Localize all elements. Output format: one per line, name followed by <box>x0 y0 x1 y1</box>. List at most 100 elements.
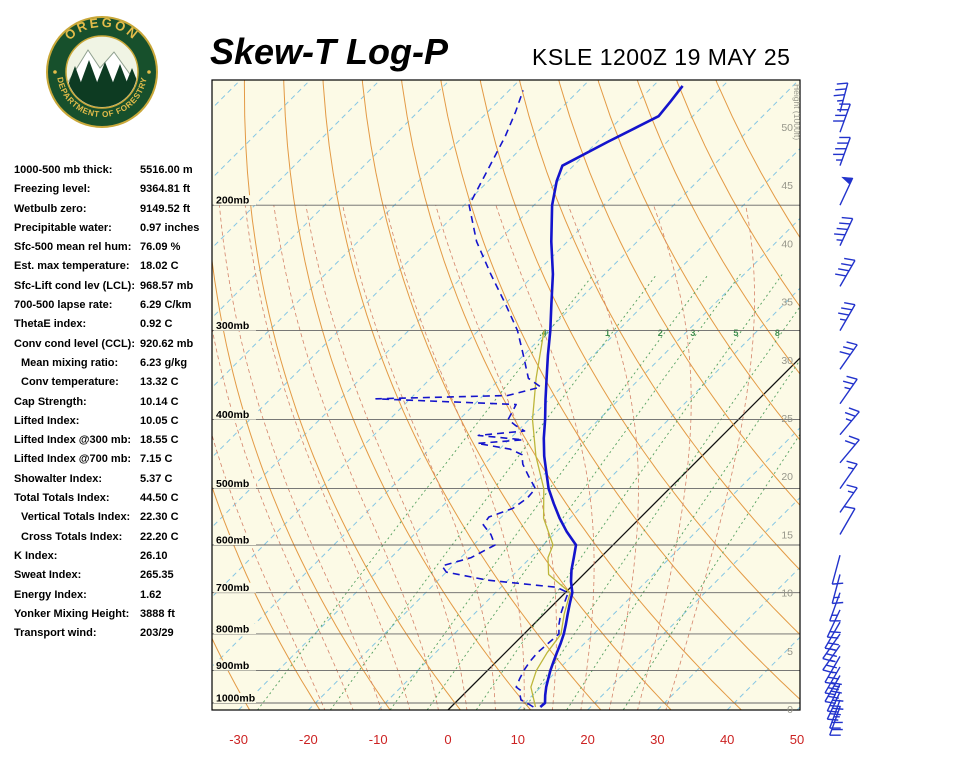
wind-barb-feather <box>827 695 839 699</box>
wind-barb <box>838 302 856 331</box>
index-label: Precipitable water: <box>14 221 112 234</box>
index-row: Transport wind: 203/29 <box>14 627 220 646</box>
isotherm-line <box>212 80 241 110</box>
wind-barb-staff <box>839 82 849 113</box>
pressure-label-bg <box>214 409 256 420</box>
wind-barb-feather <box>824 692 836 696</box>
mixing-ratio-label: 3 <box>690 328 695 338</box>
wind-barb-halffeather <box>847 490 854 494</box>
wind-barb-staff <box>839 304 856 331</box>
height-axis-title: Height (1000ft) <box>792 84 802 140</box>
wind-barb-feather <box>827 642 839 646</box>
index-label: Conv temperature: <box>21 376 119 389</box>
wind-barb-halffeather <box>833 596 840 599</box>
indices-panel: 1000-500 mb thick: 5516.00 m Freezing leve… <box>14 164 220 646</box>
wind-barb <box>835 257 856 287</box>
x-axis-label: -10 <box>369 732 388 747</box>
height-tick-label: 35 <box>781 297 793 309</box>
index-label: Cross Totals Index: <box>21 530 123 543</box>
moist-adiabat-line <box>385 205 525 710</box>
plot-frame <box>211 79 801 711</box>
pressure-label: 800mb <box>216 623 249 635</box>
pressure-label-bg <box>214 660 256 671</box>
pressure-label-bg <box>214 582 256 593</box>
wind-barb <box>839 341 858 370</box>
wind-barb-staff <box>839 260 856 287</box>
logo-star-right <box>147 70 151 74</box>
wind-barb-feather <box>829 630 841 634</box>
isotherm-line <box>212 80 520 389</box>
station-datetime: KSLE 1200Z 19 MAY 25 <box>532 44 791 70</box>
height-tick-label: 30 <box>781 355 793 367</box>
index-value: 7.15 C <box>140 453 173 466</box>
index-value: 6.23 g/kg <box>140 356 188 369</box>
wind-barb-feather <box>846 341 858 346</box>
wind-barb-feather <box>848 407 860 413</box>
index-row: Lifted Index @300 mb: 18.55 C <box>14 434 220 453</box>
wind-barb-feather <box>827 636 839 639</box>
wind-barb <box>833 82 849 113</box>
wind-barb-feather <box>826 652 838 658</box>
wind-barb-feather <box>839 351 851 356</box>
height-tick-label: 5 <box>787 646 793 658</box>
dry-adiabat-line <box>558 80 800 506</box>
index-row: 700-500 lapse rate: 6.29 C/km <box>14 299 220 318</box>
wind-barb <box>826 609 841 639</box>
mixing-ratio-line <box>523 305 800 710</box>
wind-barb-halffeather <box>836 239 843 241</box>
index-label: Total Totals Index: <box>14 492 110 505</box>
wind-barb-staff <box>824 666 841 694</box>
index-value: 6.29 C/km <box>140 299 192 312</box>
odf-logo-svg: OREGON DEPARTMENT OF FORESTRY <box>46 15 158 128</box>
wind-barb-feather <box>842 380 854 385</box>
index-value: 44.50 C <box>140 492 179 505</box>
logo-tree <box>67 66 83 88</box>
wind-barb-staff <box>839 508 856 535</box>
wind-barb-feather <box>824 647 836 651</box>
wind-barb-feather <box>844 302 856 306</box>
pressure-label-bg <box>214 320 256 331</box>
wind-barb-halffeather <box>844 386 851 390</box>
height-tick-label: 15 <box>781 529 793 541</box>
wind-barb-feather <box>827 676 839 680</box>
dewpoint-trace <box>375 90 569 708</box>
wind-barb-feather <box>838 268 850 272</box>
mixing-ratio-label: 2 <box>658 328 663 338</box>
index-label: Wetbulb zero: <box>14 202 87 215</box>
wind-barb-staff <box>824 621 841 649</box>
isotherm-line <box>377 287 800 710</box>
index-label: Vertical Totals Index: <box>21 511 131 524</box>
wind-barb-feather <box>839 222 851 225</box>
x-axis-label: 0 <box>444 732 451 747</box>
index-value: 22.30 C <box>140 511 179 524</box>
height-tick-label: 45 <box>781 180 793 192</box>
mixing-ratio-label: 8 <box>775 328 780 338</box>
index-value: 26.10 <box>140 549 168 562</box>
index-row: Yonker Mixing Height: 3888 ft <box>14 608 220 627</box>
index-label: ThetaE index: <box>14 318 87 331</box>
index-label: K Index: <box>14 549 58 562</box>
index-value: 10.05 C <box>140 414 179 427</box>
wind-barb-feather <box>844 505 856 510</box>
wind-barb-feather <box>833 93 845 97</box>
logo-tree <box>78 60 100 90</box>
index-row: Conv temperature: 13.32 C <box>14 376 220 395</box>
index-value: 1.62 <box>140 588 162 601</box>
wind-barb-feather <box>848 435 860 441</box>
wind-barb-staff <box>831 574 841 604</box>
wind-barb <box>839 407 860 436</box>
index-row: Wetbulb zero: 9149.52 ft <box>14 203 220 222</box>
wind-barb-feather <box>838 312 850 316</box>
index-row: Sweat Index: 265.35 <box>14 569 220 588</box>
pressure-label-bg <box>214 478 256 489</box>
wind-barb-staff <box>839 103 851 133</box>
wind-barb-feather <box>846 460 858 465</box>
wind-barb-staff <box>839 378 858 405</box>
wind-barb-flag <box>840 176 854 185</box>
wind-barb-staff <box>839 411 860 436</box>
wind-barb <box>839 435 860 464</box>
index-label: Showalter Index: <box>14 472 103 485</box>
index-value: 0.92 C <box>140 318 173 331</box>
wind-barb-feather <box>827 687 839 691</box>
pressure-label: 400mb <box>216 409 249 421</box>
